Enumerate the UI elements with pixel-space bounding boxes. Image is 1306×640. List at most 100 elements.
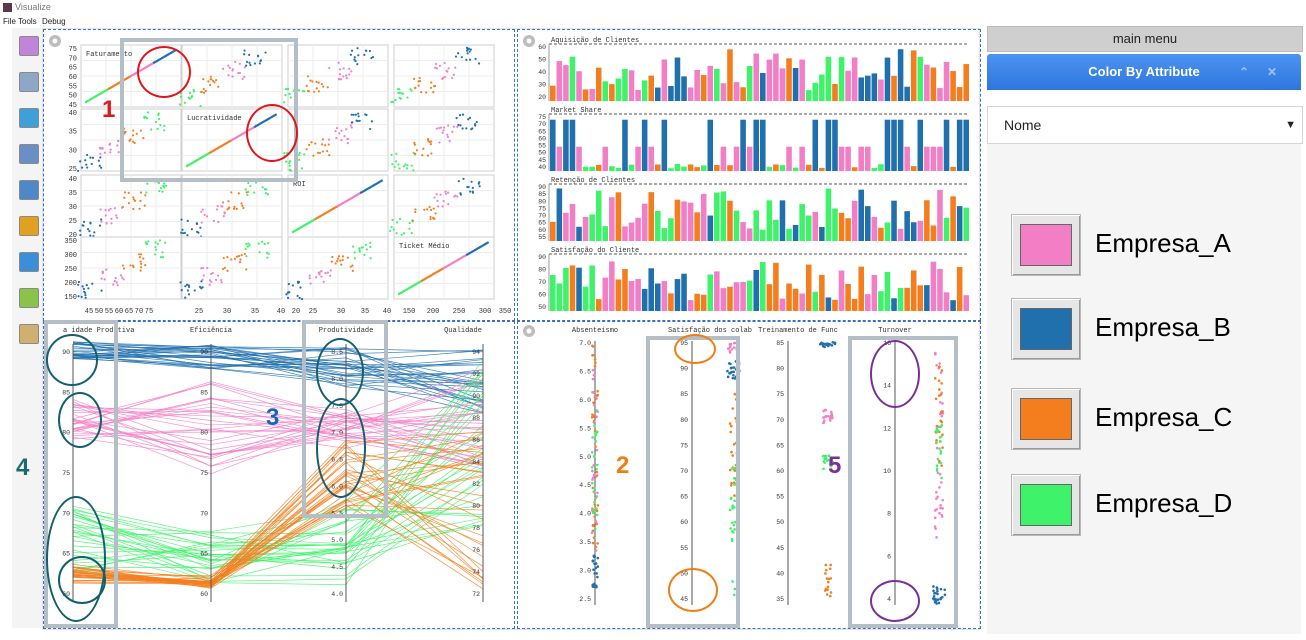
scatter-point (423, 208, 426, 211)
bar (740, 281, 746, 311)
legend-swatch-frame[interactable] (1011, 214, 1081, 276)
scatter-point (231, 75, 234, 78)
dot-point (594, 361, 597, 364)
pc-line (72, 410, 484, 449)
bar (700, 294, 707, 311)
bar (904, 146, 910, 171)
bar (609, 166, 615, 171)
pencil-icon[interactable] (19, 288, 39, 308)
color-palette-icon[interactable] (19, 36, 39, 56)
pc-line (72, 395, 484, 582)
scatter-point (339, 78, 343, 81)
scatter-point (434, 66, 437, 69)
scatter-point (321, 138, 325, 141)
scatter-point (187, 96, 190, 99)
collapse-icon[interactable]: ⌃ (1239, 65, 1250, 79)
dot-point (938, 400, 942, 404)
copy-windows-icon[interactable] (19, 144, 39, 164)
x-tick-label: 35 (361, 308, 369, 316)
filter-add-icon[interactable] (19, 108, 39, 128)
legend-item[interactable]: Empresa_B (1011, 298, 1306, 362)
dot-point (592, 509, 596, 513)
scatter-point (227, 207, 230, 210)
menu-tools[interactable]: Tools (18, 17, 37, 26)
legend-item[interactable]: Empresa_A (1011, 214, 1306, 278)
bar (569, 203, 576, 241)
dot-point (939, 597, 942, 601)
dot-point (596, 504, 600, 507)
scatter-point (414, 86, 417, 89)
scatter-point (339, 259, 342, 262)
scatter-point (187, 284, 190, 287)
bar (799, 146, 805, 171)
bar (779, 200, 786, 241)
scatter-point (455, 116, 458, 120)
legend-swatch-frame[interactable] (1011, 388, 1081, 450)
dot-point (730, 481, 733, 485)
pc-line (72, 454, 484, 581)
bar (687, 202, 694, 241)
scatter-point (129, 138, 132, 141)
dot-point (934, 527, 937, 530)
scatter-point (247, 190, 250, 194)
highlight-ring (46, 334, 98, 386)
document-icon[interactable] (19, 324, 39, 344)
bar (674, 57, 681, 101)
bar (910, 166, 917, 171)
dot-tick-label: 90 (680, 366, 688, 373)
bar (635, 146, 641, 171)
menu-debug[interactable]: Debug (42, 17, 66, 26)
scatter-point (441, 205, 444, 208)
bar (746, 228, 753, 241)
highlight-ring (58, 392, 102, 448)
close-icon[interactable]: ✕ (1267, 65, 1278, 79)
scatter-point (85, 163, 88, 166)
filter-table-icon[interactable] (19, 180, 39, 200)
pc-line (72, 448, 484, 572)
zoom-icon[interactable] (19, 216, 39, 236)
bar (917, 119, 924, 171)
scatter-point (86, 153, 89, 157)
attribute-select[interactable]: Nome ▼ (987, 106, 1303, 144)
highlight-box (302, 320, 388, 518)
scatter-point (101, 271, 104, 275)
scatter-point (89, 221, 92, 224)
color-by-attribute-header[interactable]: Color By Attribute ⌃ ✕ (987, 54, 1301, 90)
dot-point (591, 368, 595, 372)
scatter-point (222, 215, 225, 218)
legend-swatch-frame[interactable] (1011, 298, 1081, 360)
bar (661, 119, 668, 171)
dot-point (935, 427, 939, 431)
scatter-point (358, 250, 361, 253)
scatter-point (285, 160, 288, 163)
scatter-point (237, 254, 241, 258)
dot-point (729, 484, 733, 487)
main-menu-button[interactable]: main menu (987, 26, 1303, 52)
legend-item[interactable]: Empresa_D (1011, 474, 1306, 538)
dot-point (594, 584, 598, 588)
scatter-point (104, 209, 107, 212)
y-tick-label: 25 (69, 166, 77, 174)
bar (648, 146, 654, 171)
list-settings-icon[interactable] (19, 72, 39, 92)
dot-point (933, 592, 936, 595)
dot-point (730, 450, 733, 454)
scatter-point (353, 251, 356, 254)
menu-file[interactable]: File (3, 17, 16, 26)
scatter-point (454, 55, 458, 58)
scatter-point (165, 184, 168, 187)
legend-swatch-frame[interactable] (1011, 474, 1081, 536)
dot-point (593, 358, 597, 361)
legend-item[interactable]: Empresa_C (1011, 388, 1306, 452)
scatter-point (466, 185, 469, 189)
pc-line (72, 343, 484, 363)
scatter-point (298, 296, 301, 300)
bar (648, 75, 654, 101)
scatter-point (227, 74, 230, 77)
scatter-point (393, 165, 396, 168)
highlight-box (848, 336, 958, 628)
scatter-point (258, 251, 261, 254)
scatter-cell (285, 236, 389, 301)
comment-icon[interactable] (19, 252, 39, 272)
scatter-point (300, 297, 304, 301)
